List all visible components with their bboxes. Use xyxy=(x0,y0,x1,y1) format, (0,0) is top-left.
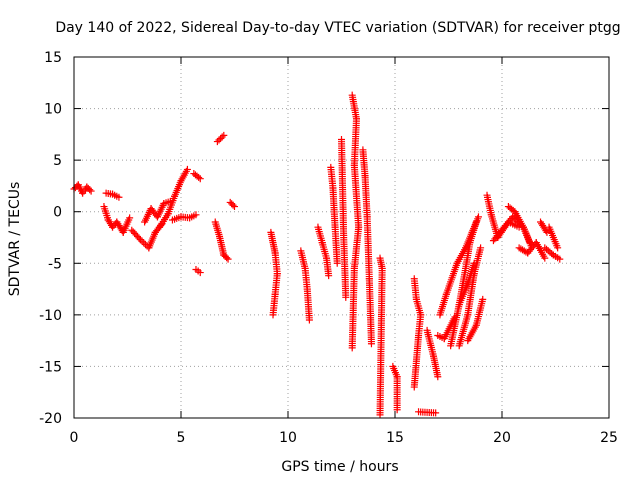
data-point xyxy=(367,340,375,348)
data-point xyxy=(136,236,144,244)
data-point xyxy=(474,213,482,221)
data-point xyxy=(522,248,530,256)
data-point xyxy=(477,244,485,252)
data-point xyxy=(218,133,226,141)
data-point xyxy=(229,201,237,209)
x-tick-label: 0 xyxy=(70,430,79,446)
y-tick-label: 10 xyxy=(44,102,62,118)
data-point xyxy=(126,214,134,222)
plot-frame xyxy=(73,56,610,419)
chart-title: Day 140 of 2022, Sidereal Day-to-day VTE… xyxy=(55,20,620,36)
data-point xyxy=(231,203,238,211)
data-point xyxy=(548,250,556,258)
data-point xyxy=(325,272,333,280)
data-point xyxy=(215,136,223,144)
y-tick-label: -20 xyxy=(39,411,62,427)
data-point xyxy=(183,165,191,173)
data-point xyxy=(138,237,146,245)
x-axis-label: GPS time / hours xyxy=(281,459,398,475)
data-point xyxy=(543,228,551,236)
y-tick-label: -5 xyxy=(48,256,62,272)
data-point xyxy=(472,218,480,226)
data-point xyxy=(213,138,221,146)
data-point xyxy=(348,344,356,352)
data-point xyxy=(542,227,550,235)
y-tick-label: 0 xyxy=(53,205,62,221)
data-point xyxy=(223,254,231,262)
data-point xyxy=(196,175,204,183)
y-tick-label: 15 xyxy=(44,50,62,66)
data-point xyxy=(135,234,143,242)
data-point xyxy=(432,409,440,417)
data-point xyxy=(410,383,418,391)
y-tick-label: -15 xyxy=(39,359,62,375)
data-points xyxy=(70,91,564,419)
data-point xyxy=(224,255,232,263)
data-point xyxy=(333,259,341,267)
y-tick-label: 5 xyxy=(53,153,62,169)
data-point xyxy=(217,134,225,142)
data-point xyxy=(342,293,350,301)
x-tick-label: 20 xyxy=(493,430,511,446)
x-axis-ticks: 0 5 10 15 20 25 xyxy=(70,57,618,446)
data-point xyxy=(220,131,228,139)
data-point xyxy=(393,406,401,414)
data-point xyxy=(509,213,517,221)
data-point xyxy=(556,255,564,263)
x-tick-label: 5 xyxy=(177,430,186,446)
data-point xyxy=(140,239,148,247)
x-tick-label: 25 xyxy=(600,430,618,446)
y-axis-ticks: -20 -15 -10 -5 0 5 10 15 xyxy=(39,50,609,427)
data-point xyxy=(470,259,478,267)
x-tick-label: 15 xyxy=(386,430,404,446)
gridlines xyxy=(74,57,609,418)
data-point xyxy=(196,269,204,277)
data-point xyxy=(115,193,123,201)
x-tick-label: 10 xyxy=(279,430,297,446)
data-point xyxy=(554,244,562,252)
data-point xyxy=(195,173,203,181)
data-point xyxy=(479,295,487,303)
data-point xyxy=(192,211,200,219)
data-point xyxy=(376,411,384,419)
data-point xyxy=(434,373,442,381)
data-point xyxy=(541,254,549,262)
data-point xyxy=(86,186,94,194)
data-point xyxy=(305,316,313,324)
y-axis-label: SDTVAR / TECUs xyxy=(7,182,23,297)
data-point xyxy=(87,187,95,195)
y-tick-label: -10 xyxy=(39,308,62,324)
data-point xyxy=(269,311,277,319)
